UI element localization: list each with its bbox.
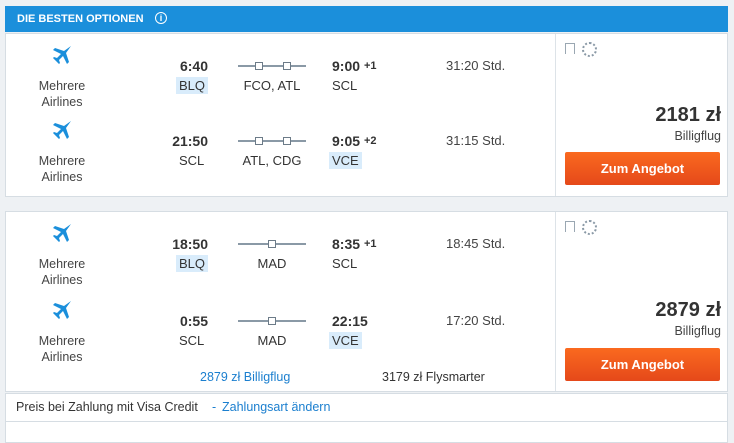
stop-marker (255, 137, 263, 145)
departure-time: 18:50 (172, 236, 208, 252)
header-bar: DIE BESTEN OPTIONEN i (5, 6, 728, 32)
arrival-airport: VCE (329, 152, 362, 169)
duration: 31:20 Std. (446, 58, 506, 73)
next-result (5, 421, 728, 443)
offer-button[interactable]: Zum Angebot (565, 152, 720, 185)
airline-icon (53, 46, 71, 64)
route-line (238, 140, 306, 142)
departure-airport: SCL (179, 333, 205, 348)
airline-name: Mehrere Airlines (38, 79, 86, 109)
result-card: Mehrere Airlines 6:40 BLQ FCO, ATL 9:00 +1 SCL… (5, 33, 728, 197)
separator: - (212, 400, 217, 414)
share-icon[interactable] (582, 220, 597, 235)
stopover-airports: FCO, ATL (243, 78, 301, 93)
airline-name: Mehrere Airlines (38, 257, 86, 287)
departure-time: 21:50 (172, 133, 208, 149)
stop-marker (283, 137, 291, 145)
fare-type: Billigflug (674, 129, 721, 143)
result-card: Mehrere Airlines 18:50 BLQ MAD 8:35 +1 SCL 18:4… (5, 211, 728, 392)
duration: 17:20 Std. (446, 313, 506, 328)
stop-marker (268, 317, 276, 325)
route-line (238, 65, 306, 67)
arrival-time: 9:05 (332, 133, 361, 149)
stopover-airports: MAD (257, 333, 287, 348)
price: 2879 zł (655, 299, 721, 321)
airline-icon (53, 301, 71, 319)
departure-time: 6:40 (179, 58, 208, 74)
other-offer[interactable]: 3179 zł Flysmarter (382, 370, 485, 384)
fare-type: Billigflug (674, 324, 721, 338)
footer-text: Preis bei Zahlung mit Visa Credit (16, 400, 198, 414)
airline-name: Mehrere Airlines (38, 154, 86, 184)
departure-airport: BLQ (176, 255, 209, 272)
stopover-airports: ATL, CDG (242, 153, 302, 168)
page: DIE BESTEN OPTIONEN i Mehrere Airlines 6:… (5, 6, 728, 443)
divider (555, 212, 556, 391)
departure-airport: BLQ (176, 77, 209, 94)
bookmark-icon[interactable] (565, 221, 575, 232)
header-title: DIE BESTEN OPTIONEN (17, 13, 144, 25)
airline-name: Mehrere Airlines (38, 334, 86, 364)
arrival-airport: SCL (332, 78, 358, 93)
duration: 31:15 Std. (446, 133, 506, 148)
day-offset: +1 (364, 238, 377, 250)
arrival-airport: VCE (329, 332, 362, 349)
arrival-time: 9:00 (332, 58, 361, 74)
day-offset: +1 (364, 60, 377, 72)
stop-marker (283, 62, 291, 70)
info-icon[interactable]: i (155, 12, 167, 24)
departure-airport: SCL (179, 153, 205, 168)
airline-icon (53, 224, 71, 242)
offer-button[interactable]: Zum Angebot (565, 348, 720, 381)
departure-time: 0:55 (179, 313, 208, 329)
bookmark-icon[interactable] (565, 43, 575, 54)
change-payment-link[interactable]: Zahlungsart ändern (222, 400, 331, 414)
other-offer[interactable]: 2879 zł Billigflug (200, 370, 291, 384)
arrival-time: 8:35 (332, 236, 361, 252)
stop-marker (268, 240, 276, 248)
divider (555, 34, 556, 196)
day-offset: +2 (364, 135, 377, 147)
footer: Preis bei Zahlung mit Visa Credit - Zahl… (5, 393, 728, 422)
duration: 18:45 Std. (446, 236, 506, 251)
stop-marker (255, 62, 263, 70)
price: 2181 zł (655, 104, 721, 126)
arrival-time: 22:15 (332, 313, 368, 329)
arrival-airport: SCL (332, 256, 358, 271)
stopover-airports: MAD (257, 256, 287, 271)
share-icon[interactable] (582, 42, 597, 57)
airline-icon (53, 121, 71, 139)
